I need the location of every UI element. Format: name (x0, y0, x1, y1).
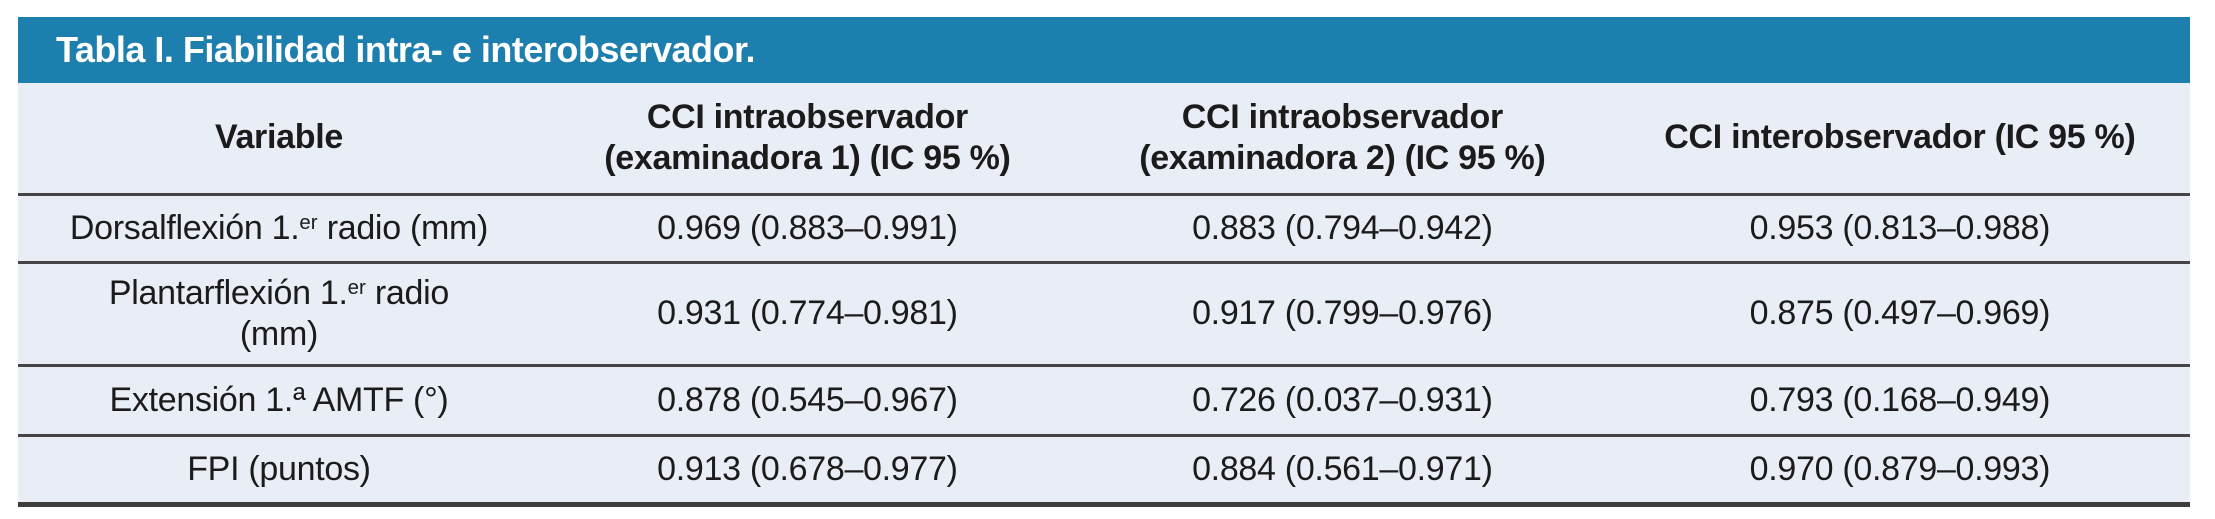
cell-cci-inter: 0.953 (0.813–0.988) (1749, 208, 2051, 247)
column-header-cci-inter: CCI interobservador (IC 95 %) (1610, 117, 2190, 158)
cell-variable: FPI (puntos) (18, 449, 540, 490)
header-line1: CCI intraobservador (646, 97, 968, 136)
table-row-fpi: FPI (puntos) 0.913 (0.678–0.977) 0.884 (… (18, 434, 2190, 502)
column-header-cci-intra-2: CCI intraobservador (examinadora 2) (IC … (1075, 97, 1610, 180)
cell-cci-intra-2: 0.884 (0.561–0.971) (1192, 449, 1493, 488)
variable-line2: (mm) (239, 315, 318, 353)
ordinal-superscript: er (299, 211, 318, 234)
variable-text: Plantarflexión 1. (108, 273, 348, 312)
cell-variable: Dorsalflexión 1.er radio (mm) (18, 208, 540, 249)
header-line2: (examinadora 2) (IC 95 %) (1139, 139, 1546, 177)
cell-cci-intra-1: 0.913 (0.678–0.977) (657, 449, 958, 488)
variable-text: FPI (puntos) (187, 449, 371, 488)
cell-cci-intra-1: 0.969 (0.883–0.991) (657, 208, 958, 247)
variable-text: radio (365, 273, 450, 312)
cell-cci-inter: 0.875 (0.497–0.969) (1749, 294, 2051, 333)
column-header-variable: Variable (18, 117, 540, 158)
variable-text: Dorsalflexión 1. (69, 208, 300, 247)
variable-text: Extensión 1.ª AMTF (°) (109, 380, 449, 419)
cell-cci-inter: 0.970 (0.879–0.993) (1749, 449, 2051, 488)
table-row-plantarflexion: Plantarflexión 1.er radio (mm) 0.931 (0.… (18, 261, 2190, 364)
variable-text: radio (mm) (317, 208, 489, 247)
cell-variable: Plantarflexión 1.er radio (mm) (18, 273, 540, 356)
cell-cci-intra-2: 0.917 (0.799–0.976) (1192, 294, 1493, 333)
table-row-extension: Extensión 1.ª AMTF (°) 0.878 (0.545–0.96… (18, 364, 2190, 434)
header-line2: (examinadora 1) (IC 95 %) (604, 139, 1011, 177)
cell-cci-intra-2: 0.726 (0.037–0.931) (1192, 380, 1493, 419)
table-panel: Tabla I. Fiabilidad intra- e interobserv… (18, 17, 2190, 507)
table-title: Tabla I. Fiabilidad intra- e interobserv… (56, 29, 756, 70)
table-row-dorsalflexion: Dorsalflexión 1.er radio (mm) 0.969 (0.8… (18, 193, 2190, 261)
table-header-row: Variable CCI intraobservador (examinador… (18, 83, 2190, 193)
cell-cci-intra-2: 0.883 (0.794–0.942) (1192, 208, 1493, 247)
cell-cci-inter: 0.793 (0.168–0.949) (1749, 380, 2051, 419)
reliability-table: Variable CCI intraobservador (examinador… (18, 83, 2190, 507)
column-header-cci-intra-1: CCI intraobservador (examinadora 1) (IC … (540, 97, 1075, 180)
ordinal-superscript: er (347, 276, 366, 299)
table-title-bar: Tabla I. Fiabilidad intra- e interobserv… (18, 17, 2190, 83)
cell-cci-intra-1: 0.931 (0.774–0.981) (657, 294, 958, 333)
header-line1: CCI interobservador (IC 95 %) (1664, 118, 2136, 157)
header-line1: CCI intraobservador (1181, 97, 1503, 136)
cell-variable: Extensión 1.ª AMTF (°) (18, 380, 540, 421)
cell-cci-intra-1: 0.878 (0.545–0.967) (657, 380, 958, 419)
header-line1: Variable (214, 118, 343, 157)
